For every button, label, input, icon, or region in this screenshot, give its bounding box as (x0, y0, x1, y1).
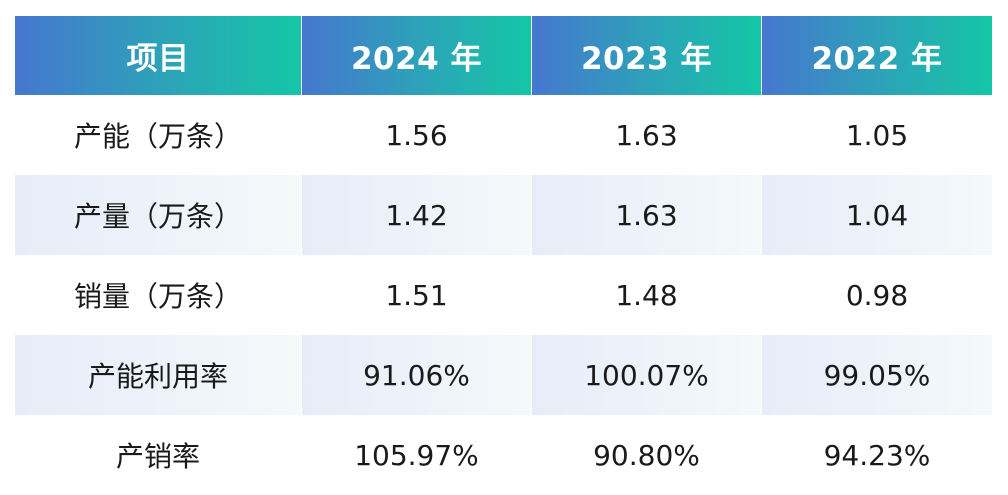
table-cell: 90.80% (532, 415, 762, 495)
table-cell: 91.06% (302, 335, 532, 415)
table-cell: 1.63 (532, 95, 762, 175)
row-label-capacity: 产能（万条） (15, 95, 302, 175)
table-cell: 1.51 (302, 255, 532, 335)
column-header-2024: 2024 年 (302, 16, 532, 95)
row-label-sell-through: 产销率 (15, 415, 302, 495)
table-cell: 1.05 (762, 95, 992, 175)
table-row-utilization: 产能利用率 91.06% 100.07% 99.05% (15, 335, 992, 415)
row-label-text: 产能（万条） (73, 120, 242, 153)
table-cell: 94.23% (762, 415, 992, 495)
table-row-sell-through: 产销率 105.97% 90.80% 94.23% (15, 415, 992, 495)
table-cell: 1.42 (302, 175, 532, 255)
table-cell: 1.04 (762, 175, 992, 255)
row-label-utilization: 产能利用率 (15, 335, 302, 415)
row-label-text: 产销率 (115, 440, 200, 473)
table-cell: 1.48 (532, 255, 762, 335)
row-label-text: 产能利用率 (87, 360, 228, 393)
table-cell: 100.07% (532, 335, 762, 415)
table-cell: 1.63 (532, 175, 762, 255)
column-header-item: 项目 (15, 16, 302, 95)
table-header-row: 项目 2024 年 2023 年 2022 年 (15, 16, 992, 95)
row-label-output: 产量（万条） (15, 175, 302, 255)
table-cell: 105.97% (302, 415, 532, 495)
row-label-text: 销量（万条） (73, 280, 242, 313)
table-row-sales: 销量（万条） 1.51 1.48 0.98 (15, 255, 992, 335)
table-cell: 1.56 (302, 95, 532, 175)
row-label-text: 产量（万条） (73, 200, 242, 233)
column-header-2022: 2022 年 (762, 16, 992, 95)
table-row-capacity: 产能（万条） 1.56 1.63 1.05 (15, 95, 992, 175)
row-label-sales: 销量（万条） (15, 255, 302, 335)
data-table: 项目 2024 年 2023 年 2022 年 产能（万条） 1.56 1.63… (15, 16, 992, 495)
table-cell: 99.05% (762, 335, 992, 415)
table-row-output: 产量（万条） 1.42 1.63 1.04 (15, 175, 992, 255)
column-header-2023: 2023 年 (532, 16, 762, 95)
table-cell: 0.98 (762, 255, 992, 335)
